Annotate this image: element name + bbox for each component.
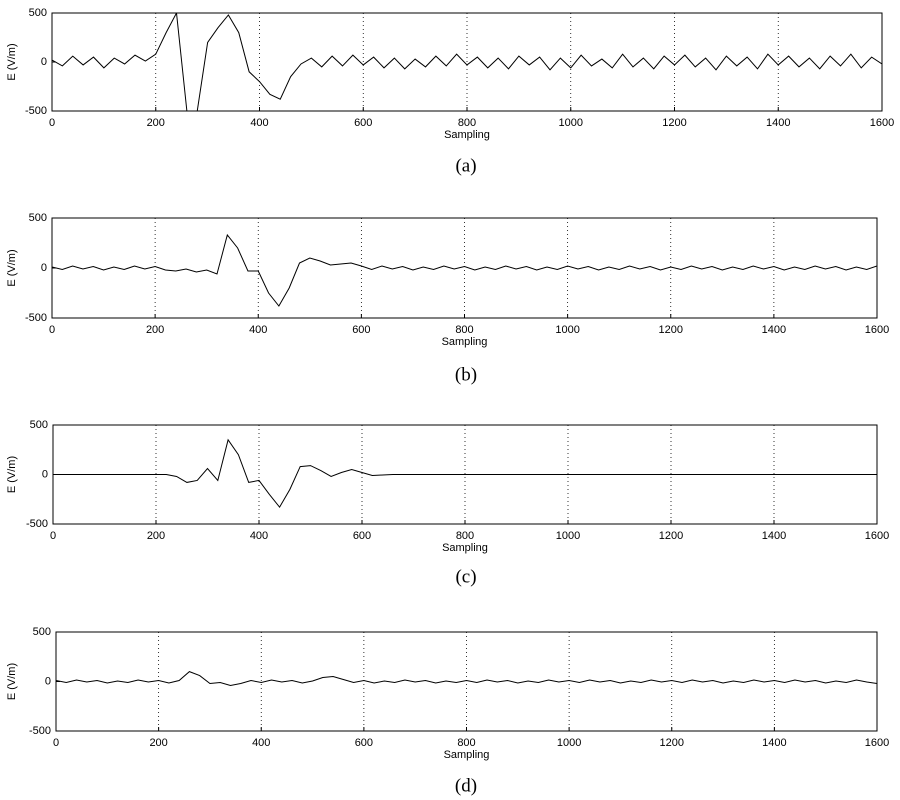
- x-tick-label: 200: [146, 324, 164, 336]
- panel: 0 200 400 600 800 1000 1200 1400 1600-5000500Sam…: [6, 7, 894, 176]
- x-tick-label: 200: [147, 530, 165, 542]
- panel-caption: (a): [455, 155, 476, 176]
- y-axis-label: E (V/m): [6, 43, 18, 80]
- x-tick-label: 0: [49, 324, 55, 336]
- x-tick-label: 600: [355, 737, 373, 749]
- x-axis-label: Sampling: [442, 336, 488, 348]
- y-tick-label: 500: [33, 626, 51, 638]
- x-tick-label: 1200: [659, 530, 683, 542]
- y-axis-label: E (V/m): [6, 249, 18, 286]
- x-tick-label: 1400: [762, 530, 786, 542]
- x-tick-label: 1200: [660, 737, 684, 749]
- panel: 0 200 400 600 800 1000 1200 1400 1600-5000500Sam…: [6, 419, 889, 587]
- x-tick-label: 1600: [865, 530, 889, 542]
- signal-line: [56, 671, 877, 686]
- panel: 0 200 400 600 800 1000 1200 1400 1600-5000500Sam…: [6, 626, 889, 796]
- x-tick-label: 1600: [865, 737, 889, 749]
- x-tick-label: 1400: [766, 117, 790, 129]
- x-tick-label: 1600: [870, 117, 894, 129]
- x-tick-label: 800: [455, 324, 473, 336]
- y-tick-label: -500: [29, 725, 51, 737]
- x-tick-label: 1000: [559, 117, 583, 129]
- x-tick-label: 400: [250, 117, 268, 129]
- plot-frame: [51, 217, 878, 319]
- y-tick-label: 0: [45, 675, 51, 687]
- x-tick-label: 0: [53, 737, 59, 749]
- x-tick-label: 600: [352, 324, 370, 336]
- y-tick-label: 500: [30, 419, 48, 431]
- x-tick-label: 600: [354, 117, 372, 129]
- x-tick-label: 0: [50, 530, 56, 542]
- x-tick-label: 1000: [555, 324, 579, 336]
- x-tick-label: 1000: [556, 530, 580, 542]
- y-tick-label: 500: [29, 212, 47, 224]
- signal-line: [53, 438, 877, 509]
- x-tick-label: 200: [149, 737, 167, 749]
- x-tick-label: 1400: [762, 324, 786, 336]
- y-axis-label: E (V/m): [6, 456, 18, 493]
- y-tick-label: 0: [42, 468, 48, 480]
- x-tick-label: 800: [457, 737, 475, 749]
- y-tick-label: -500: [26, 518, 48, 530]
- y-tick-label: -500: [25, 105, 47, 117]
- panel: 0 200 400 600 800 1000 1200 1400 1600-5000500Sam…: [6, 212, 889, 385]
- x-tick-label: 800: [456, 530, 474, 542]
- x-tick-label: 1600: [865, 324, 889, 336]
- plot-frame: [55, 631, 878, 732]
- x-tick-label: 0: [49, 117, 55, 129]
- x-tick-label: 1000: [557, 737, 581, 749]
- y-tick-label: 0: [41, 56, 47, 68]
- x-tick-label: 1200: [659, 324, 683, 336]
- x-tick-label: 200: [147, 117, 165, 129]
- plot-frame: [51, 12, 883, 112]
- panel-caption: (d): [455, 775, 477, 796]
- x-tick-label: 400: [249, 324, 267, 336]
- x-tick-label: 1400: [762, 737, 786, 749]
- x-axis-label: Sampling: [442, 542, 488, 554]
- x-axis-label: Sampling: [444, 129, 490, 141]
- signal-line: [52, 233, 877, 307]
- x-tick-label: 400: [252, 737, 270, 749]
- signal-line: [52, 13, 882, 111]
- panel-caption: (c): [455, 566, 476, 587]
- y-tick-label: 500: [29, 7, 47, 19]
- x-tick-label: 600: [353, 530, 371, 542]
- x-axis-label: Sampling: [444, 749, 490, 761]
- x-tick-label: 1200: [662, 117, 686, 129]
- y-tick-label: -500: [25, 312, 47, 324]
- panel-caption: (b): [455, 364, 477, 385]
- x-tick-label: 800: [458, 117, 476, 129]
- x-tick-label: 400: [250, 530, 268, 542]
- y-tick-label: 0: [41, 262, 47, 274]
- y-axis-label: E (V/m): [6, 663, 18, 700]
